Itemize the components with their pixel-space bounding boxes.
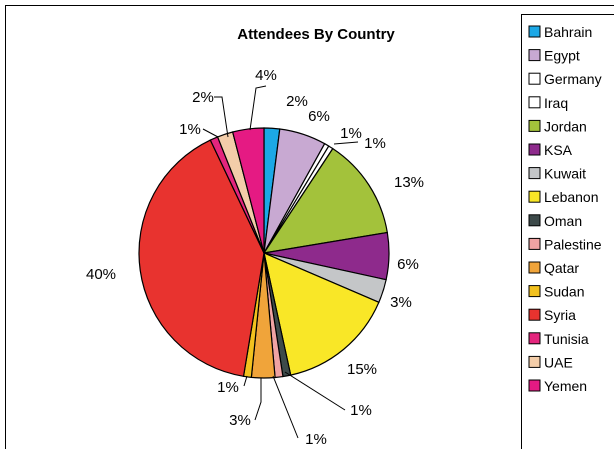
legend-swatch-syria (528, 308, 541, 321)
leader-line-tunisia (202, 128, 219, 138)
data-label-tunisia: 1% (179, 121, 201, 138)
legend-label-tunisia: Tunisia (544, 331, 589, 347)
data-label-germany: 1% (340, 125, 362, 142)
legend-item-ksa: KSA (528, 142, 573, 158)
legend-item-germany: Germany (528, 71, 602, 87)
legend-label-bahrain: Bahrain (544, 24, 592, 40)
legend-item-yemen: Yemen (528, 378, 587, 394)
legend-item-bahrain: Bahrain (528, 24, 592, 40)
legend-swatch-qatar (528, 261, 541, 274)
legend-swatch-egypt (528, 49, 541, 62)
data-label-yemen: 4% (255, 67, 277, 84)
data-label-bahrain: 2% (286, 93, 308, 110)
data-label-egypt: 6% (308, 108, 330, 125)
legend-item-egypt: Egypt (528, 48, 580, 64)
data-label-qatar: 3% (229, 412, 251, 429)
legend-item-uae: UAE (528, 354, 573, 370)
pie-slices (138, 127, 390, 379)
legend-item-qatar: Qatar (528, 260, 579, 276)
leader-line-qatar (254, 378, 262, 421)
legend-item-lebanon: Lebanon (528, 189, 599, 205)
legend-label-kuwait: Kuwait (544, 166, 586, 182)
legend-swatch-sudan (528, 285, 541, 298)
legend-swatch-jordan (528, 119, 541, 132)
leader-lines (202, 85, 359, 439)
legend-swatch-uae (528, 355, 541, 368)
legend-swatch-tunisia (528, 332, 541, 345)
legend-label-lebanon: Lebanon (544, 189, 599, 205)
legend-label-sudan: Sudan (544, 284, 584, 300)
leader-line-palestine (272, 375, 299, 439)
legend-label-jordan: Jordan (544, 118, 587, 134)
legend-label-syria: Syria (544, 307, 576, 323)
data-label-uae: 2% (192, 89, 214, 106)
legend-item-syria: Syria (528, 307, 576, 323)
legend-label-palestine: Palestine (544, 236, 602, 252)
legend-label-uae: UAE (544, 354, 573, 370)
legend-swatch-ksa (528, 143, 541, 156)
legend-item-iraq: Iraq (528, 95, 568, 111)
legend-label-iraq: Iraq (544, 95, 568, 111)
legend-box (521, 14, 614, 449)
chart-title: Attendees By Country (237, 26, 395, 43)
data-label-palestine: 1% (305, 431, 327, 448)
data-label-sudan: 1% (217, 379, 239, 396)
leader-line-sudan (243, 375, 248, 387)
data-label-iraq: 1% (364, 135, 386, 152)
legend-item-oman: Oman (528, 213, 582, 229)
legend-item-tunisia: Tunisia (528, 331, 589, 347)
legend-label-qatar: Qatar (544, 260, 579, 276)
leader-line-iraq (333, 141, 359, 145)
legend-swatch-bahrain (528, 25, 541, 38)
pie-slice-yemen (231, 127, 265, 254)
legend-item-palestine: Palestine (528, 236, 602, 252)
legend-swatch-kuwait (528, 167, 541, 180)
legend-swatch-iraq (528, 96, 541, 109)
data-label-oman: 1% (350, 402, 372, 419)
legend-item-sudan: Sudan (528, 284, 584, 300)
legend: Bahrain Egypt Germany Iraq Jordan KSA Kuwait Le… (528, 24, 602, 394)
legend-swatch-lebanon (528, 190, 541, 203)
legend-swatch-palestine (528, 237, 541, 250)
leader-line-yemen (249, 85, 267, 131)
pie-slice-syria (138, 139, 265, 377)
legend-label-ksa: KSA (544, 142, 573, 158)
data-label-lebanon: 15% (347, 361, 377, 378)
legend-item-kuwait: Kuwait (528, 166, 586, 182)
legend-label-germany: Germany (544, 71, 602, 87)
legend-label-egypt: Egypt (544, 48, 580, 64)
legend-swatch-oman (528, 214, 541, 227)
data-label-ksa: 6% (397, 256, 419, 273)
legend-item-jordan: Jordan (528, 118, 587, 134)
leader-line-uae (214, 96, 229, 138)
leader-line-oman (284, 371, 346, 411)
data-label-syria: 40% (86, 266, 116, 283)
pie-slice-lebanon (263, 251, 380, 376)
data-label-kuwait: 3% (390, 294, 412, 311)
legend-label-yemen: Yemen (544, 378, 587, 394)
pie-slice-jordan (262, 147, 388, 254)
legend-swatch-germany (528, 72, 541, 85)
data-labels: 2%6%1%1%13%6%3%15%1%1%3%1%40%1%2%4% (86, 67, 424, 448)
data-label-jordan: 13% (394, 174, 424, 191)
legend-label-oman: Oman (544, 213, 582, 229)
legend-swatch-yemen (528, 379, 541, 392)
